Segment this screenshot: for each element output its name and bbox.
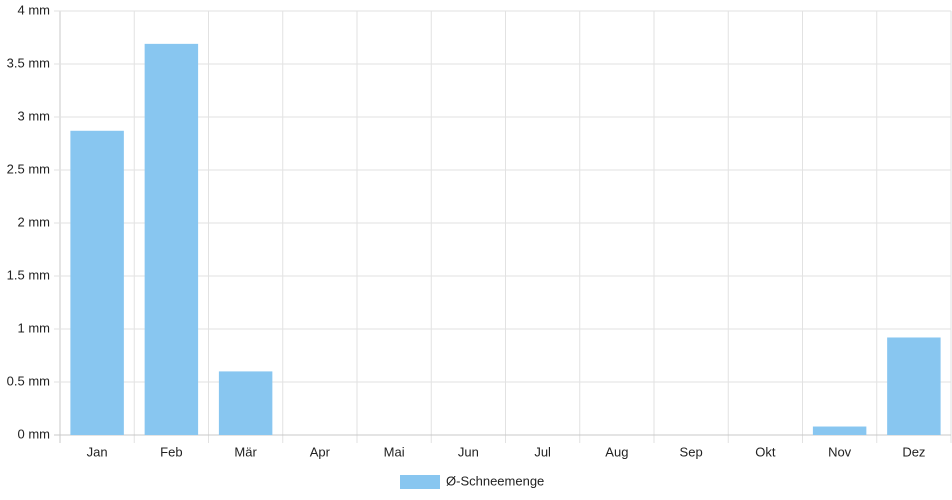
x-tick-label: Mär xyxy=(234,444,257,459)
x-tick-label: Sep xyxy=(680,444,703,459)
legend-swatch xyxy=(400,475,440,489)
bar xyxy=(812,426,867,435)
bar xyxy=(144,43,199,436)
x-tick-label: Jun xyxy=(458,444,479,459)
x-tick-label: Mai xyxy=(384,444,405,459)
bar xyxy=(887,337,941,435)
y-tick-label: 3 mm xyxy=(18,108,51,123)
y-tick-label: 1.5 mm xyxy=(7,267,50,282)
y-tick-label: 4 mm xyxy=(18,2,51,17)
x-tick-label: Jul xyxy=(534,444,551,459)
y-tick-label: 2 mm xyxy=(18,214,51,229)
x-tick-label: Apr xyxy=(310,444,331,459)
y-tick-label: 0.5 mm xyxy=(7,373,50,388)
y-tick-label: 1 mm xyxy=(18,320,51,335)
legend-label: Ø-Schneemenge xyxy=(446,473,544,488)
bar xyxy=(70,130,124,435)
y-tick-label: 3.5 mm xyxy=(7,55,50,70)
x-tick-label: Jan xyxy=(87,444,108,459)
x-tick-label: Aug xyxy=(605,444,628,459)
x-tick-label: Feb xyxy=(160,444,182,459)
bar xyxy=(218,371,273,435)
x-tick-label: Nov xyxy=(828,444,852,459)
x-tick-label: Okt xyxy=(755,444,776,459)
x-tick-label: Dez xyxy=(902,444,925,459)
y-tick-label: 2.5 mm xyxy=(7,161,50,176)
y-tick-label: 0 mm xyxy=(18,426,51,441)
